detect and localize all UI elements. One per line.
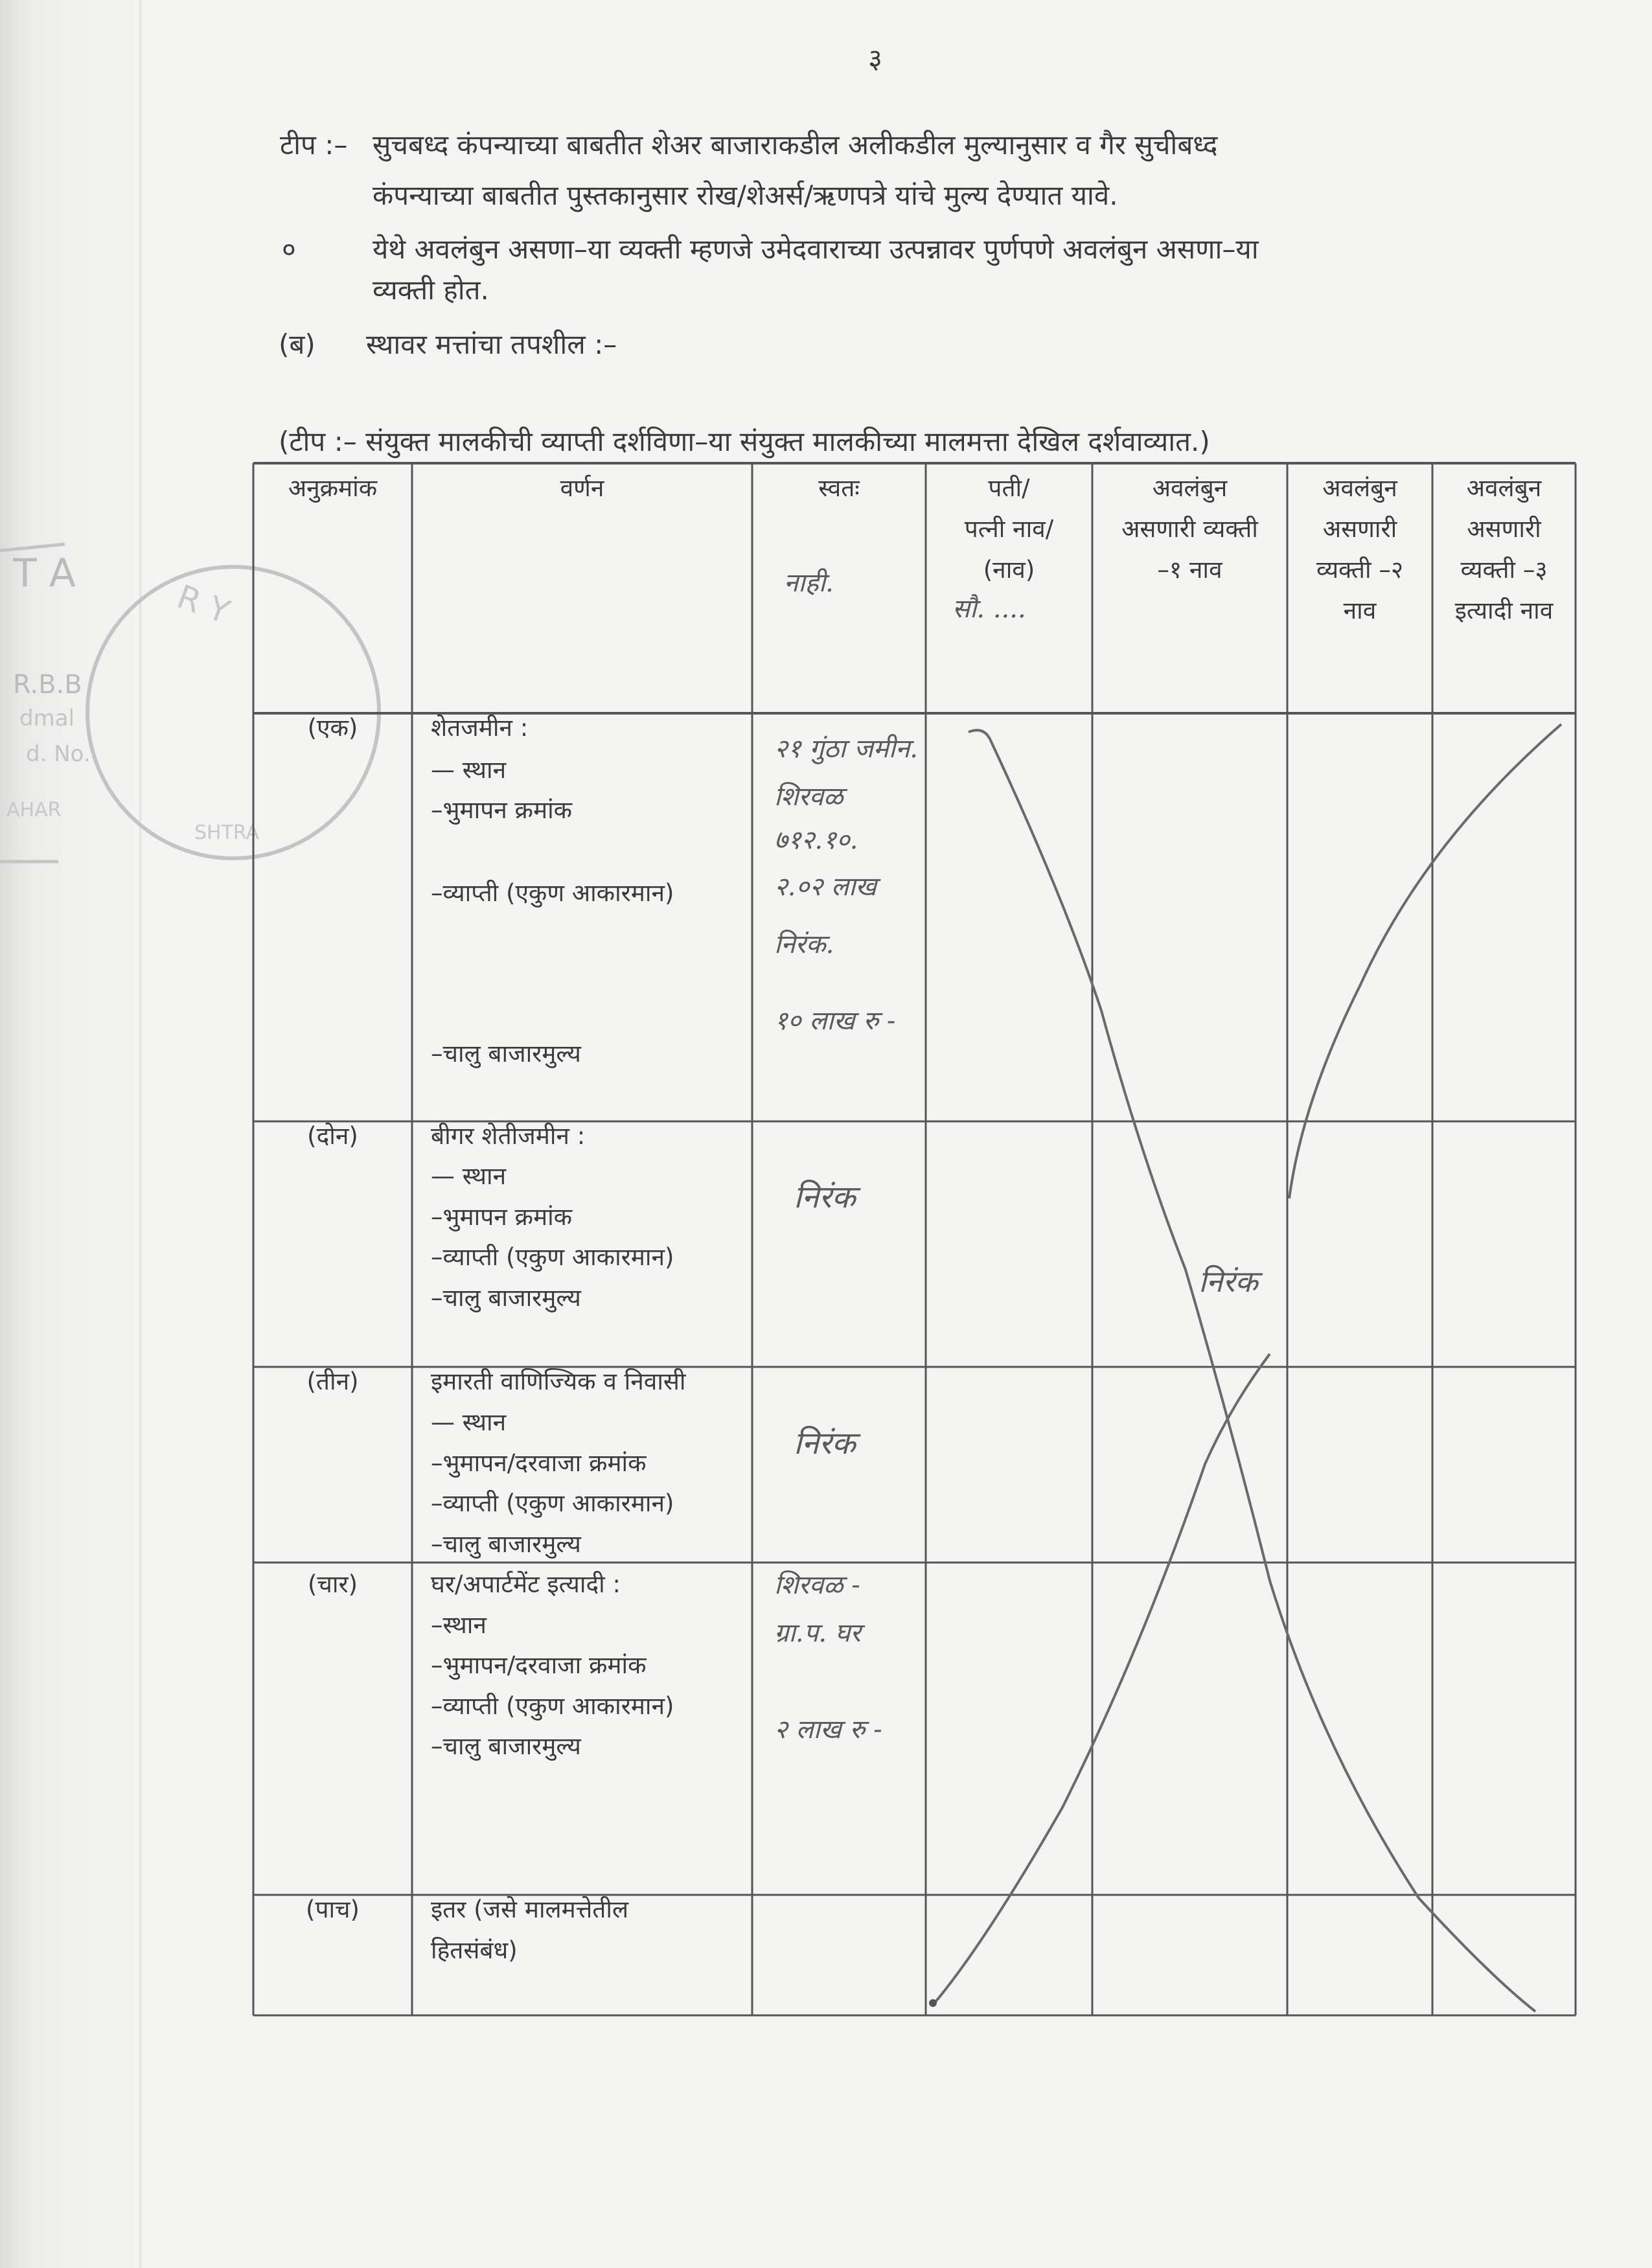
row-description-line: — स्थान xyxy=(431,1408,507,1436)
table-header-text: अवलंबुन xyxy=(1152,474,1228,502)
note1-line1: सुचबध्द कंपन्याच्या बाबतीत शेअर बाजाराकड… xyxy=(373,129,1218,161)
table-header-text: अवलंबुन xyxy=(1466,474,1542,502)
scan-edge-shadow xyxy=(0,0,149,2268)
table-header-text: स्वतः xyxy=(818,474,860,502)
row-description-line: –भुमापन/दरवाजा क्रमांक xyxy=(431,1651,647,1679)
pencil-stroke-right-to-left xyxy=(932,723,1563,2006)
note2-line1: येथे अवलंबुन असणा–या व्यक्ती म्हणजे उमेद… xyxy=(373,233,1259,265)
row-description-line: — स्थान xyxy=(431,1162,507,1190)
row-number: (पाच) xyxy=(306,1896,360,1923)
table-header-text: असणारी व्यक्ती xyxy=(1121,515,1258,543)
table-header-text: व्यक्ती –२ xyxy=(1316,556,1404,584)
table-header-text: व्यक्ती –३ xyxy=(1460,556,1548,584)
row-description-line: घर/अपार्टमेंट इत्यादी : xyxy=(431,1570,621,1598)
row-description-line: –चालु बाजारमुल्य xyxy=(431,1530,581,1558)
pencil-stroke-left-to-right xyxy=(968,729,1537,2013)
table-note: (टीप :– संयुक्त मालकीची व्याप्ती दर्शविण… xyxy=(279,426,1210,457)
table-header-text: अवलंबुन xyxy=(1322,474,1397,502)
stamp-letters: T A xyxy=(12,551,76,596)
table-header-text: इत्यादी नाव xyxy=(1454,597,1554,624)
bullet: ० xyxy=(282,233,296,265)
row-description-line: –भुमापन क्रमांक xyxy=(431,1203,573,1231)
page-number: ३ xyxy=(868,43,882,74)
row-description-line: –चालु बाजारमुल्य xyxy=(431,1040,581,1068)
stamp-letters: AHAR xyxy=(6,799,61,821)
stamp-letters: SHTRA xyxy=(194,821,260,844)
row-number: (तीन) xyxy=(306,1368,359,1395)
stamp-letters: dmal xyxy=(19,705,75,731)
row-description-line: –चालु बाजारमुल्य xyxy=(431,1284,581,1312)
handwritten-self-value: १० लाख रु - xyxy=(774,1006,896,1036)
note2-line2: व्यक्ती होत. xyxy=(373,274,489,306)
table-header-text: (नाव) xyxy=(983,556,1035,584)
handwritten-self-value: २.०२ लाख xyxy=(774,872,877,902)
table-header-text: असणारी xyxy=(1467,515,1541,543)
row-description-line: बीगर शेतीजमीन : xyxy=(431,1122,586,1150)
row-description-line: –व्याप्ती (एकुण आकारमान) xyxy=(431,1243,674,1271)
handwritten-self-value: निरंक xyxy=(794,1179,856,1215)
handwritten-self-value: २ लाख रु - xyxy=(774,1715,882,1745)
handwritten-self-value: शिरवळ - xyxy=(774,1570,860,1600)
stamp-letters: d. No. xyxy=(26,741,91,767)
row-description-line: –चालु बाजारमुल्य xyxy=(431,1732,581,1760)
section-label: (ब) xyxy=(279,328,315,360)
row-description-line: –व्याप्ती (एकुण आकारमान) xyxy=(431,1489,674,1517)
table-header-text: अनुक्रमांक xyxy=(288,474,378,502)
table-header-text: पती/ xyxy=(988,474,1030,502)
row-number: (दोन) xyxy=(307,1122,358,1150)
handwritten-self-value: ग्रा.प. घर xyxy=(774,1618,861,1648)
table-header-text: पत्नी नाव/ xyxy=(964,515,1054,543)
row-number: (चार) xyxy=(307,1570,358,1598)
row-description-line: –भुमापन क्रमांक xyxy=(431,796,573,824)
section-title: स्थावर मत्तांचा तपशील :– xyxy=(366,328,617,360)
table-header-text: –१ नाव xyxy=(1157,556,1222,584)
handwritten-self-value: ७१२.१०. xyxy=(774,825,858,855)
table-header-text: नाव xyxy=(1343,597,1377,624)
handwritten-cross-note: निरंक xyxy=(1199,1264,1258,1299)
note1-prefix: टीप :– xyxy=(280,129,348,161)
row-description-line: –व्याप्ती (एकुण आकारमान) xyxy=(431,1692,674,1720)
stamp-letters: R.B.B xyxy=(13,670,82,700)
row-description-line: इतर (जसे मालमत्तेतील xyxy=(431,1896,629,1923)
row-description-line: –भुमापन/दरवाजा क्रमांक xyxy=(431,1449,647,1477)
handwritten-self-value: शिरवळ xyxy=(774,782,843,812)
row-description-line: इमारती वाणिज्यिक व निवासी xyxy=(431,1368,686,1395)
row-description-line: –व्याप्ती (एकुण आकारमान) xyxy=(431,879,674,907)
note1-line2: कंपन्याच्या बाबतीत पुस्तकानुसार रोख/शेअर… xyxy=(373,179,1118,211)
row-description-line: — स्थान xyxy=(431,756,507,784)
row-description-line: हितसंबंध) xyxy=(431,1936,518,1964)
scan-fold-line xyxy=(139,0,141,2268)
table-header-text: वर्णन xyxy=(560,474,604,502)
row-description-line: –स्थान xyxy=(431,1611,487,1639)
handwritten-self-header: नाही. xyxy=(784,568,834,598)
row-description-line: शेतजमीन : xyxy=(431,714,529,742)
table-header-text: असणारी xyxy=(1322,515,1397,543)
handwritten-spouse-header: सौ. .... xyxy=(952,594,1026,624)
handwritten-self-value: २१ गुंठा जमीन. xyxy=(774,734,919,764)
handwritten-self-value: निरंक xyxy=(794,1425,856,1461)
handwritten-self-value: निरंक. xyxy=(774,930,834,959)
row-number: (एक) xyxy=(307,714,358,742)
